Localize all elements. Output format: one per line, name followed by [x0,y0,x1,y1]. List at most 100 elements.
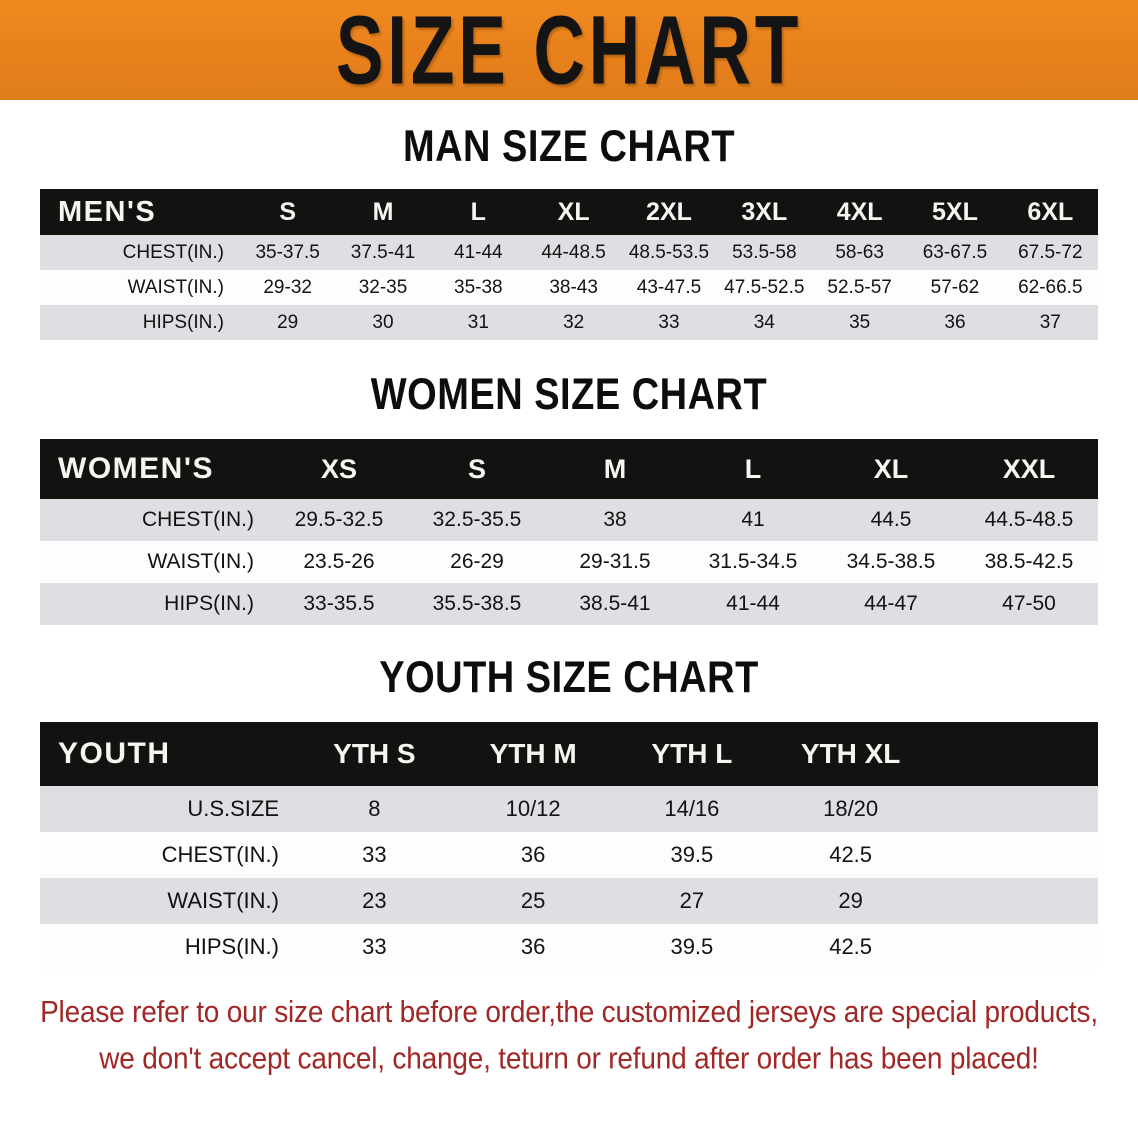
youth-cell-spacer [930,878,1098,924]
man-col-header-l: L [430,189,526,235]
women-waist-m: 29-31.5 [546,541,684,583]
man-table-head: MEN'S S M L XL 2XL 3XL 4XL 5XL 6XL [40,189,1098,235]
man-col-header-4xl: 4XL [811,189,908,235]
order-policy-note-line-2: we don't accept cancel, change, teturn o… [99,1041,1039,1076]
women-row-label-waist: WAIST(IN.) [40,541,270,583]
table-row: WAIST(IN.) 23.5-26 26-29 29-31.5 31.5-34… [40,541,1098,583]
youth-waist-s: 23 [295,878,454,924]
youth-waist-l: 27 [612,878,772,924]
women-hips-xl: 44-47 [822,583,960,625]
youth-hips-xl: 42.5 [771,924,930,970]
women-hips-xs: 33-35.5 [270,583,408,625]
youth-ussize-m: 10/12 [453,786,613,832]
man-chest-6xl: 67.5-72 [1002,235,1098,270]
women-table-head: WOMEN'S XS S M L XL XXL [40,439,1098,499]
youth-ussize-l: 14/16 [612,786,772,832]
man-col-header-3xl: 3XL [716,189,812,235]
youth-col-header-l: YTH L [612,722,772,786]
man-row-label-hips: HIPS(IN.) [40,305,240,340]
women-waist-xxl: 38.5-42.5 [960,541,1098,583]
youth-row-label-waist: WAIST(IN.) [40,878,295,924]
man-chest-4xl: 58-63 [811,235,908,270]
youth-cell-spacer [930,924,1098,970]
youth-cell-spacer [930,832,1098,878]
page-banner: SIZE CHART [0,0,1138,100]
women-size-table-wrapper: WOMEN'S XS S M L XL XXL CHEST(IN.) 29.5-… [40,439,1098,625]
women-col-header-xxl: XXL [960,439,1098,499]
man-chest-3xl: 53.5-58 [716,235,812,270]
man-waist-6xl: 62-66.5 [1002,270,1098,305]
women-chest-xs: 29.5-32.5 [270,499,408,541]
man-section-title: MAN SIZE CHART [402,122,736,172]
youth-col-header-spacer [930,722,1098,786]
women-col-header-s: S [408,439,546,499]
women-header-row: WOMEN'S XS S M L XL XXL [40,439,1098,499]
man-chest-2xl: 48.5-53.5 [621,235,717,270]
man-hips-3xl: 34 [716,305,812,340]
order-policy-note: Please refer to our size chart before or… [19,989,1119,1083]
youth-col-header-xl: YTH XL [771,722,930,786]
table-row: CHEST(IN.) 29.5-32.5 32.5-35.5 38 41 44.… [40,499,1098,541]
women-waist-s: 26-29 [408,541,546,583]
youth-ussize-xl: 18/20 [771,786,930,832]
man-table-body: CHEST(IN.) 35-37.5 37.5-41 41-44 44-48.5… [40,235,1098,340]
man-size-table: MEN'S S M L XL 2XL 3XL 4XL 5XL 6XL CHEST… [40,189,1098,340]
man-hips-2xl: 33 [621,305,717,340]
youth-hips-l: 39.5 [612,924,772,970]
women-chest-xxl: 44.5-48.5 [960,499,1098,541]
women-corner-label: WOMEN'S [40,439,270,499]
youth-hips-s: 33 [295,924,454,970]
man-row-label-waist: WAIST(IN.) [40,270,240,305]
youth-section-title: YOUTH SIZE CHART [379,653,759,703]
youth-table-body: U.S.SIZE 8 10/12 14/16 18/20 CHEST(IN.) … [40,786,1098,970]
man-hips-xl: 32 [525,305,622,340]
youth-corner-label: YOUTH [40,722,295,786]
man-col-header-6xl: 6XL [1002,189,1098,235]
table-row: CHEST(IN.) 35-37.5 37.5-41 41-44 44-48.5… [40,235,1098,270]
table-row: WAIST(IN.) 29-32 32-35 35-38 38-43 43-47… [40,270,1098,305]
man-row-label-chest: CHEST(IN.) [40,235,240,270]
women-col-header-xl: XL [822,439,960,499]
man-chest-s: 35-37.5 [240,235,336,270]
women-hips-xxl: 47-50 [960,583,1098,625]
youth-cell-spacer [930,786,1098,832]
man-col-header-s: S [240,189,336,235]
women-hips-m: 38.5-41 [546,583,684,625]
man-hips-m: 30 [335,305,431,340]
women-size-table: WOMEN'S XS S M L XL XXL CHEST(IN.) 29.5-… [40,439,1098,625]
women-chest-m: 38 [546,499,684,541]
youth-header-row: YOUTH YTH S YTH M YTH L YTH XL [40,722,1098,786]
youth-row-label-chest: CHEST(IN.) [40,832,295,878]
women-row-label-chest: CHEST(IN.) [40,499,270,541]
table-row: U.S.SIZE 8 10/12 14/16 18/20 [40,786,1098,832]
man-hips-s: 29 [240,305,336,340]
man-chest-xl: 44-48.5 [525,235,622,270]
man-header-row: MEN'S S M L XL 2XL 3XL 4XL 5XL 6XL [40,189,1098,235]
man-corner-label: MEN'S [40,189,240,235]
youth-row-label-ussize: U.S.SIZE [40,786,295,832]
man-size-table-wrapper: MEN'S S M L XL 2XL 3XL 4XL 5XL 6XL CHEST… [40,189,1098,340]
youth-row-label-hips: HIPS(IN.) [40,924,295,970]
women-col-header-l: L [684,439,822,499]
youth-ussize-s: 8 [295,786,454,832]
man-waist-m: 32-35 [335,270,431,305]
man-col-header-2xl: 2XL [621,189,717,235]
youth-hips-m: 36 [453,924,613,970]
man-waist-2xl: 43-47.5 [621,270,717,305]
women-row-label-hips: HIPS(IN.) [40,583,270,625]
man-hips-l: 31 [430,305,526,340]
man-waist-4xl: 52.5-57 [811,270,908,305]
man-chest-5xl: 63-67.5 [907,235,1003,270]
man-waist-xl: 38-43 [525,270,622,305]
table-row: HIPS(IN.) 33 36 39.5 42.5 [40,924,1098,970]
table-row: WAIST(IN.) 23 25 27 29 [40,878,1098,924]
youth-col-header-m: YTH M [453,722,613,786]
women-col-header-m: M [546,439,684,499]
women-hips-s: 35.5-38.5 [408,583,546,625]
man-waist-5xl: 57-62 [907,270,1003,305]
youth-chest-s: 33 [295,832,454,878]
youth-col-header-s: YTH S [295,722,454,786]
man-col-header-m: M [335,189,431,235]
man-chest-m: 37.5-41 [335,235,431,270]
women-hips-l: 41-44 [684,583,822,625]
